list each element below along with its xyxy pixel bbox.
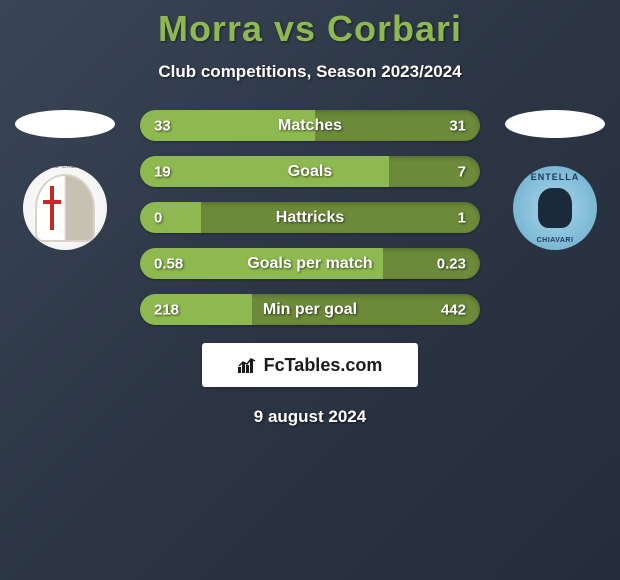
stat-bar-gpm: 0.58 Goals per match 0.23 [140,248,480,279]
stat-bar-mpg: 218 Min per goal 442 [140,294,480,325]
stat-bar-goals: 19 Goals 7 [140,156,480,187]
stat-value-left: 33 [154,117,171,134]
stat-value-left: 218 [154,301,179,318]
stat-bar-fill [140,202,201,233]
stat-value-right: 7 [458,163,466,180]
player-silhouette-left [15,110,115,138]
badge-right-figure-icon [538,188,572,228]
right-side: ENTELLA CHIAVARI [500,110,610,250]
club-badge-left: RING CALCIO [23,166,107,250]
stat-value-right: 31 [449,117,466,134]
club-badge-right: ENTELLA CHIAVARI [513,166,597,250]
stat-label: Goals per match [247,255,372,273]
badge-right-text-top: ENTELLA [513,172,597,182]
stat-label: Hattricks [276,209,344,227]
stat-value-left: 0 [154,209,162,226]
player-silhouette-right [505,110,605,138]
comparison-card: Morra vs Corbari Club competitions, Seas… [0,0,620,427]
stat-bar-hattricks: 0 Hattricks 1 [140,202,480,233]
badge-left-ring-text: RING CALCIO [23,166,107,170]
stats-column: 33 Matches 31 19 Goals 7 0 Hattricks 1 0… [140,110,480,325]
bar-chart-icon [238,357,258,373]
badge-left-shield [35,174,95,242]
stat-label: Matches [278,117,342,135]
stat-bar-matches: 33 Matches 31 [140,110,480,141]
comparison-row: RING CALCIO 33 Matches 31 19 Goals 7 [0,110,620,325]
page-title: Morra vs Corbari [158,8,462,50]
stat-value-left: 0.58 [154,255,183,272]
stat-value-left: 19 [154,163,171,180]
brand-text: FcTables.com [264,355,383,376]
stat-value-right: 0.23 [437,255,466,272]
subtitle: Club competitions, Season 2023/2024 [158,62,461,82]
stat-value-right: 442 [441,301,466,318]
badge-left-cross-icon [43,186,61,230]
stat-label: Min per goal [263,301,357,319]
stat-label: Goals [288,163,332,181]
badge-right-text-bottom: CHIAVARI [513,237,597,244]
stat-bar-fill [140,156,389,187]
brand-box[interactable]: FcTables.com [202,343,418,387]
date-text: 9 august 2024 [254,407,366,427]
stat-value-right: 1 [458,209,466,226]
left-side: RING CALCIO [10,110,120,250]
